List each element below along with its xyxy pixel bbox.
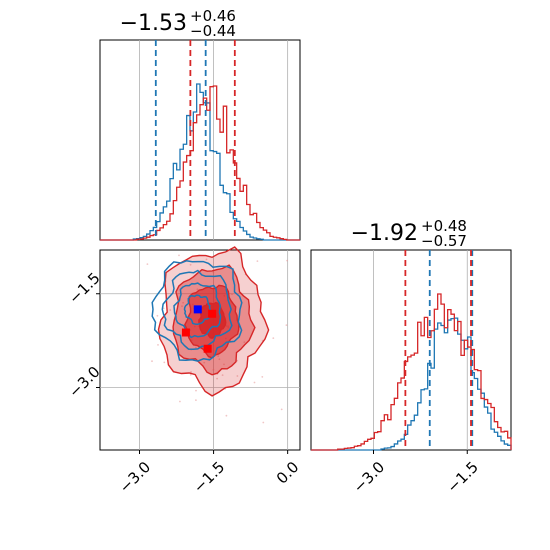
bl-red-contour-0 (157, 246, 270, 397)
bl-sample-point (286, 259, 288, 262)
bl-blue-contour-0 (183, 294, 212, 326)
panel-top-left-quantiles (154, 40, 236, 240)
bl-marker-red-2 (181, 328, 190, 337)
bl-sample-point (203, 361, 206, 364)
bl-sample-point (156, 314, 159, 317)
bl-ytick-label-0: −1.5 (65, 269, 103, 307)
bl-sample-point (146, 263, 149, 265)
panel-bottom-right-histogram: −3.0 −1.5 −1.92 +0.48 −0.57 (310, 217, 512, 497)
bl-sample-point (212, 368, 215, 371)
bl-sample-point (157, 344, 159, 346)
bl-xtick-label-1: −1.5 (190, 458, 228, 496)
panel-top-left-title-sup: +0.46 (190, 7, 236, 25)
panel-bottom-right-title-main: −1.92 (351, 221, 418, 246)
panel-top-left-frame (99, 39, 301, 241)
bl-sample-point (178, 254, 180, 257)
panel-bottom-right-title-sub: −0.57 (421, 232, 467, 250)
panel-bottom-left-markers (181, 305, 217, 353)
bl-blue-contour-2 (161, 269, 233, 350)
panel-bottom-right-title-sup: +0.48 (421, 217, 467, 235)
bl-marker-red-3 (203, 344, 212, 353)
panel-bottom-right-quantiles (404, 250, 474, 450)
panel-bottom-right-frame (310, 249, 512, 451)
bl-xtick-label-0: −3.0 (116, 458, 154, 496)
bl-sample-point (169, 309, 172, 311)
bl-blue-contour-1 (173, 282, 222, 339)
bl-marker-blue-0 (193, 305, 202, 314)
bl-sample-point (243, 341, 246, 343)
bl-sample-point (285, 324, 288, 326)
panel-bottom-left-x-ticks: −3.0 −1.5 0.0 (116, 450, 303, 497)
bl-sample-point (217, 355, 220, 358)
panel-top-left-title-sub: −0.44 (190, 22, 236, 40)
bl-sample-point (256, 260, 259, 262)
bl-sample-point (262, 421, 265, 424)
bl-sample-point (272, 337, 275, 339)
tl-hist-blue (100, 83, 300, 241)
panel-bottom-right-grid (373, 250, 468, 450)
bl-marker-red-1 (208, 309, 217, 318)
bl-sample-point (151, 360, 153, 363)
bl-sample-point (236, 375, 239, 377)
bl-sample-point (189, 373, 192, 376)
tl-hist-red (100, 85, 300, 241)
panel-bottom-left-contour: −3.0 −1.5 0.0 −1.5 −3.0 (65, 246, 303, 497)
br-xtick-label-1: −1.5 (444, 458, 482, 496)
bl-ytick-label-1: −3.0 (65, 363, 103, 401)
bl-sample-point (181, 305, 183, 308)
bl-sample-point (225, 414, 228, 417)
panel-bottom-left-contours (146, 246, 288, 424)
panel-bottom-left-y-ticks: −1.5 −3.0 (65, 269, 103, 401)
bl-sample-point (280, 408, 283, 411)
br-xtick-label-0: −3.0 (350, 458, 388, 496)
bl-sample-point (216, 377, 219, 380)
panel-top-left-series (100, 83, 300, 241)
bl-sample-point (205, 258, 208, 261)
bl-sample-point (253, 381, 256, 384)
panel-bottom-right-x-ticks: −3.0 −1.5 (350, 450, 482, 497)
panel-bottom-left-frame (99, 249, 301, 451)
bl-sample-point (179, 400, 181, 403)
bl-sample-point (195, 399, 197, 401)
bl-sample-point (195, 389, 197, 392)
bl-sample-point (195, 346, 197, 349)
bl-sample-point (190, 371, 192, 373)
br-hist-red (311, 293, 512, 451)
bl-blue-contour-3 (151, 260, 243, 362)
bl-sample-point (223, 363, 225, 366)
bl-sample-point (182, 301, 185, 304)
bl-sample-point (221, 374, 224, 376)
bl-sample-point (261, 376, 264, 378)
bl-sample-point (163, 361, 166, 364)
panel-top-left-title-main: −1.53 (120, 11, 187, 36)
panel-top-left-grid (139, 40, 289, 240)
bl-sample-point (212, 271, 215, 274)
panel-bottom-right-series (311, 293, 512, 451)
bl-sample-point (189, 263, 192, 266)
bl-sample-point (218, 358, 221, 361)
bl-sample-point (231, 293, 233, 296)
panel-top-left-histogram: −1.53 +0.46 −0.44 (99, 7, 301, 241)
bl-xtick-label-2: 0.0 (273, 458, 303, 488)
bl-sample-point (196, 288, 199, 291)
